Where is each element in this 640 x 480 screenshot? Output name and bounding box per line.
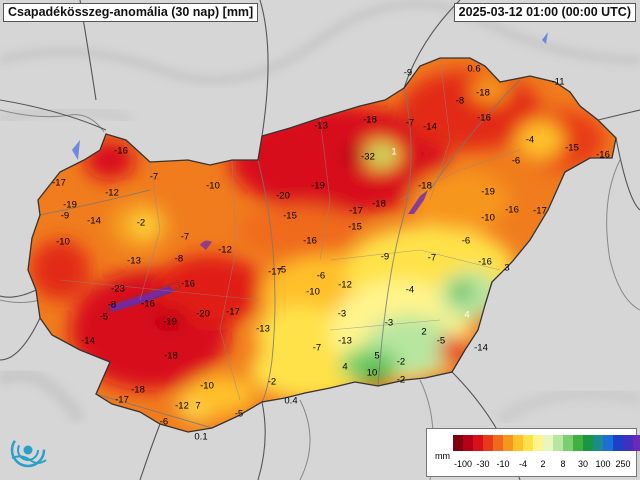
legend-swatch: [593, 435, 603, 451]
county-borders: [59, 57, 521, 401]
lake-outside-2: [542, 32, 548, 44]
terrain-relief: [0, 0, 640, 426]
lake-balaton: [107, 281, 181, 313]
legend-swatch: [603, 435, 613, 451]
hungary-border: [27, 57, 617, 433]
legend-swatch: [543, 435, 553, 451]
legend-swatch: [623, 435, 633, 451]
legend-swatch: [493, 435, 503, 451]
weather-service-logo-icon: [8, 430, 48, 470]
legend-swatch: [503, 435, 513, 451]
legend-swatch: [453, 435, 463, 451]
lake-outside: [72, 140, 80, 160]
legend-tick-label: -10: [496, 459, 510, 469]
legend-tick-label: 2: [540, 459, 546, 469]
legend-swatch: [613, 435, 623, 451]
legend-tick-label: 30: [577, 459, 589, 469]
legend: mm -100 -30 -10 -4 2 8 30 100 250: [426, 428, 640, 477]
map-title: Csapadékösszeg-anomália (30 nap) [mm]: [3, 3, 259, 22]
legend-swatch: [463, 435, 473, 451]
legend-swatch: [573, 435, 583, 451]
legend-tick-label: -4: [518, 459, 528, 469]
legend-swatch: [473, 435, 483, 451]
rivers: [39, 79, 521, 429]
legend-swatch: [533, 435, 543, 451]
legend-swatch: [583, 435, 593, 451]
rivers-outside: [0, 109, 640, 480]
legend-swatch: [553, 435, 563, 451]
legend-ticks: -100 -30 -10 -4 2 8 30 100 250: [453, 459, 633, 471]
legend-swatch: [633, 435, 640, 451]
map-timestamp: 2025-03-12 01:00 (00:00 UTC): [453, 3, 636, 22]
legend-swatch: [523, 435, 533, 451]
legend-swatch: [513, 435, 523, 451]
legend-tick-label: 250: [615, 459, 631, 469]
legend-colorbar: [453, 435, 640, 451]
legend-tick-label: 8: [560, 459, 566, 469]
legend-swatch: [563, 435, 573, 451]
legend-tick-label: 100: [595, 459, 611, 469]
legend-tick-label: -30: [476, 459, 490, 469]
legend-unit: mm: [435, 451, 450, 461]
legend-tick-label: -100: [453, 459, 473, 469]
legend-swatch: [483, 435, 493, 451]
